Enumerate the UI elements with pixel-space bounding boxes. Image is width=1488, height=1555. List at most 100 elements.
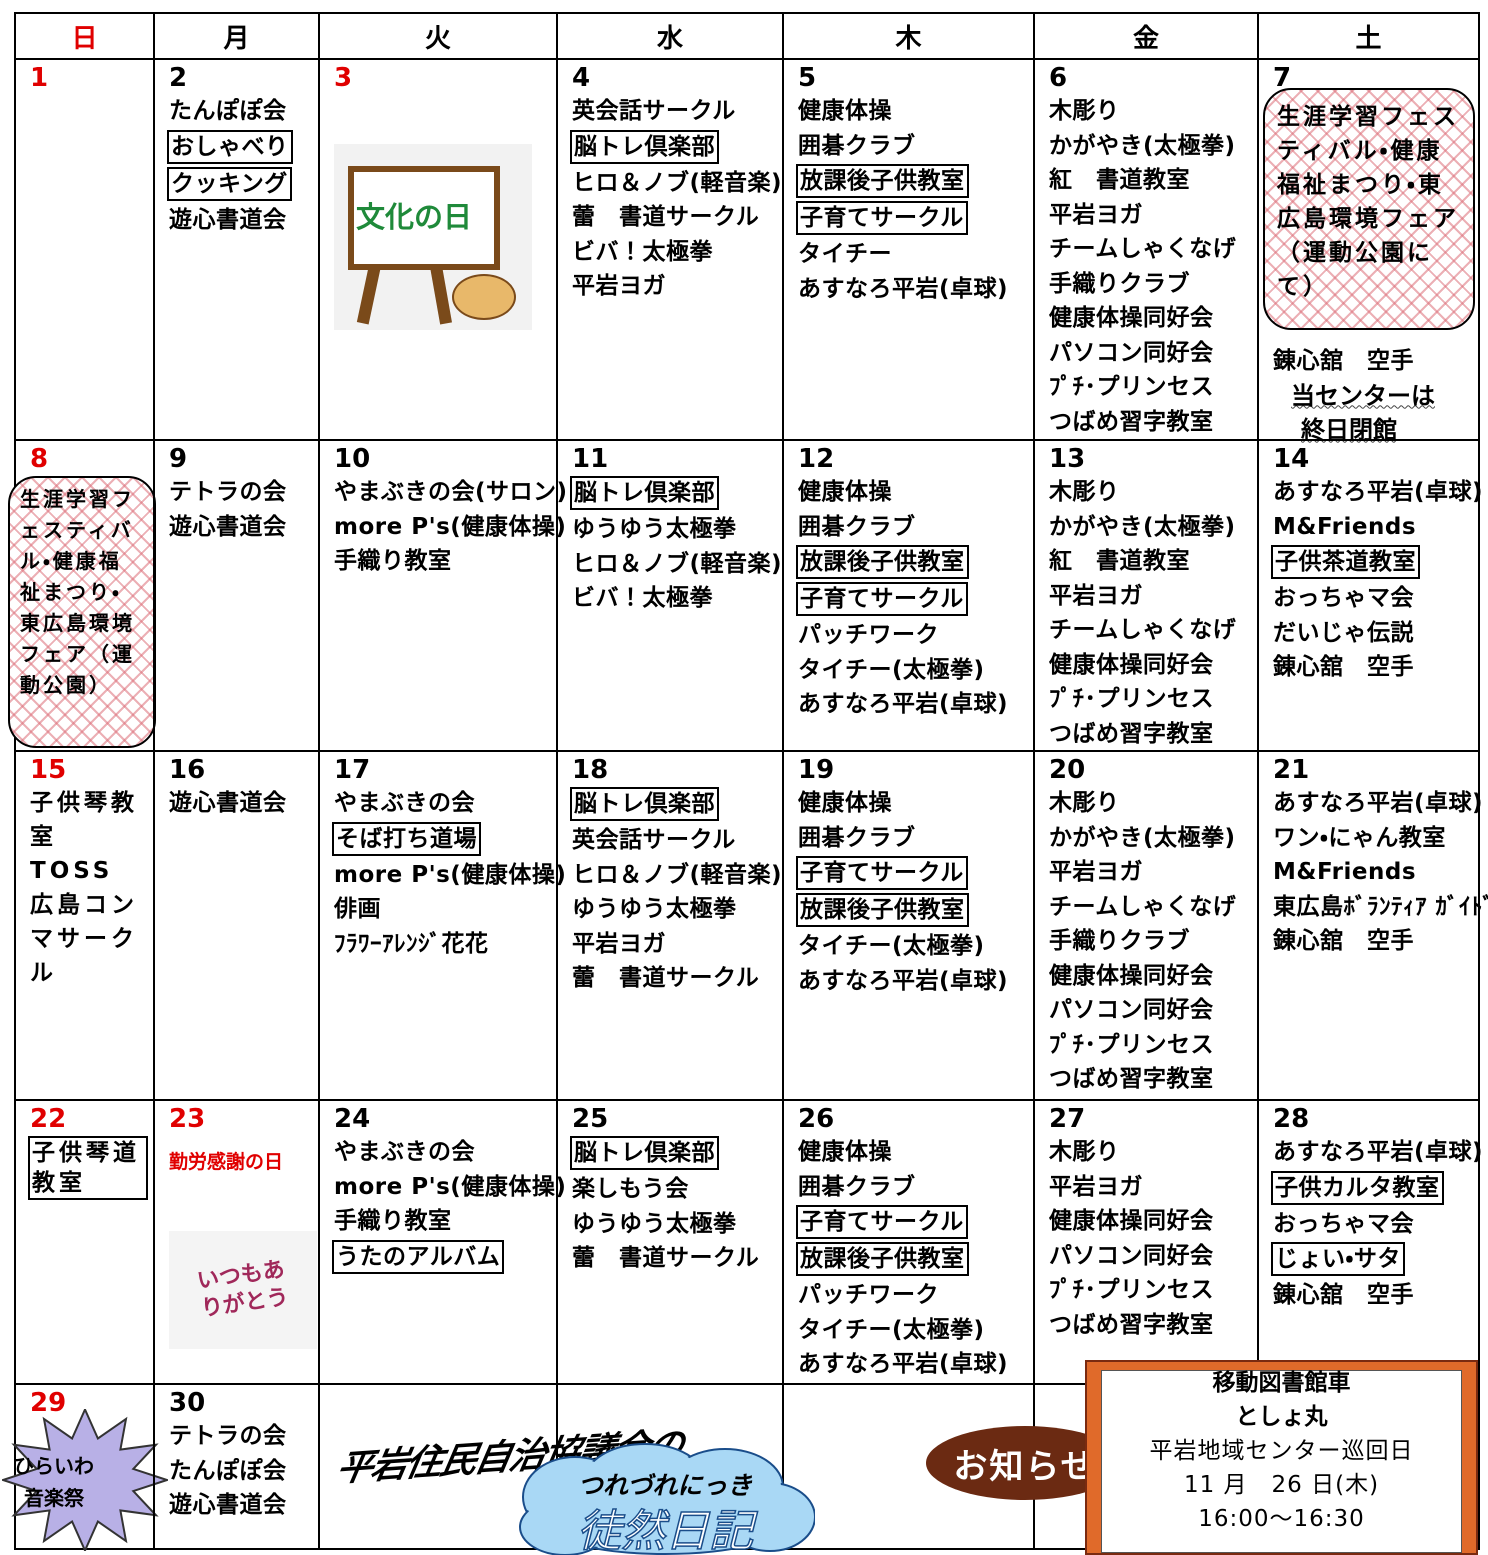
boxed-activity: 脳トレ倶楽部 xyxy=(570,1136,719,1170)
day-cell: 7 生涯学習フェスティバル・健康福祉まつり・東広島環境フェア（運動公園にて） 錬心舘… xyxy=(1257,58,1480,444)
activity: タイチー(太極拳) xyxy=(798,933,985,959)
day-cell: 25 脳トレ倶楽部 楽しもう会 ゆうゆう太極拳蕾 書道サークル xyxy=(556,1099,784,1385)
activity: 木彫り xyxy=(1049,1139,1120,1165)
boxed-activity: そば打ち道場 xyxy=(332,821,481,856)
holiday-name: 勤労感謝の日 xyxy=(169,1151,284,1173)
day-number: 23 xyxy=(169,1104,206,1134)
activity: 脳トレ倶楽部 xyxy=(570,786,778,823)
day-cell: 8 生涯学習フェスティバル・健康福祉まつり・東広島環境フェア（運動公園） xyxy=(8,439,156,752)
activity: タイチー xyxy=(798,241,892,267)
activity: 健康体操同好会 xyxy=(1049,1208,1214,1234)
day-number: 7 xyxy=(1273,63,1292,93)
day-number: 22 xyxy=(30,1104,67,1134)
day-cell: 24 やまぶきの会 more P's(健康体操) 手織り教室 うたのアルバム xyxy=(318,1099,567,1385)
activity: TOSS 広島コンマサークル xyxy=(30,858,141,986)
boxed-activity: 放課後子供教室 xyxy=(796,893,969,927)
day-number: 5 xyxy=(798,63,817,93)
activity: つばめ習字教室 xyxy=(1049,1066,1214,1092)
activity: 健康体操 xyxy=(798,790,892,816)
day-cell: 16 遊心書道会 xyxy=(153,750,320,1101)
day-number: 17 xyxy=(334,755,371,785)
activity: おしゃべり xyxy=(167,129,314,166)
event-box: 生涯学習フェスティバル・健康福祉まつり・東広島環境フェア（運動公園） xyxy=(8,476,156,748)
cloud-fill xyxy=(522,1501,608,1553)
activity: more P's(健康体操) xyxy=(334,861,567,888)
thanks-text: いつもありがとう xyxy=(195,1257,291,1322)
activity: 子育てサークル xyxy=(796,855,1029,892)
day-number: 6 xyxy=(1049,63,1068,93)
boxed-activity: 子育てサークル xyxy=(796,201,968,235)
activity: 平岩ヨガ xyxy=(572,273,666,299)
activity: 脳トレ倶楽部 xyxy=(570,129,778,166)
activity: 平岩ヨガ xyxy=(572,930,666,957)
activity: 子育てサークル xyxy=(796,1204,1029,1241)
activity: 東広島ﾎﾞﾗﾝﾃｨｱ ｶﾞｲﾄﾞの会 xyxy=(1273,893,1488,920)
day-number: 21 xyxy=(1273,755,1310,785)
activity: パソコン同好会 xyxy=(1049,1242,1214,1269)
day-cell: 5 健康体操 囲碁クラブ 放課後子供教室 子育てサークル タイチー あすなろ平岩(卓球) xyxy=(782,58,1035,441)
activity: やまぶきの会 xyxy=(334,790,475,816)
boxed-activity: 脳トレ倶楽部 xyxy=(570,129,719,164)
activity: たんぽぽ会 xyxy=(169,1457,287,1484)
activity: 脳トレ倶楽部 xyxy=(570,475,778,512)
activity: 囲碁クラブ xyxy=(798,824,916,851)
activity: 錬心舘 空手 xyxy=(1273,348,1414,374)
boxed-activity: 放課後子供教室 xyxy=(796,1242,969,1276)
activity: あすなろ平岩(卓球) xyxy=(798,691,1009,717)
boxed-activity: 脳トレ倶楽部 xyxy=(570,476,719,510)
activity: 手織りクラブ xyxy=(1049,928,1190,954)
activity: かがやき(太極拳) xyxy=(1049,132,1236,159)
activity: チームしゃくなげ xyxy=(1049,893,1237,920)
weekday-header: 水 xyxy=(556,12,784,60)
day-cell: 20 木彫り かがやき(太極拳) 平岩ヨガ チームしゃくなげ 手織りクラブ 健康体操同好会パ… xyxy=(1033,750,1259,1101)
day-number: 30 xyxy=(169,1388,206,1418)
day-number: 3 xyxy=(334,63,353,93)
activity: 放課後子供教室 xyxy=(796,544,1029,581)
activity: ﾌﾟﾁ･プリンセス xyxy=(1049,1277,1214,1303)
activity: かがやき(太極拳) xyxy=(1049,824,1236,851)
diary-title: 徒然日記 xyxy=(577,1506,758,1555)
activity: クッキング xyxy=(167,166,314,203)
activity: 平岩ヨガ xyxy=(1049,201,1143,228)
weekday-header: 金 xyxy=(1033,12,1259,60)
activity: 蕾 書道サークル xyxy=(572,204,760,230)
activity: 遊心書道会 xyxy=(169,206,287,233)
day-number: 1 xyxy=(30,63,49,93)
day-number: 24 xyxy=(334,1104,371,1134)
activity: パソコン同好会 xyxy=(1049,997,1214,1023)
activity: more P's(健康体操) xyxy=(334,513,567,540)
activity: ゆうゆう太極拳 xyxy=(572,896,737,922)
activity: 放課後子供教室 xyxy=(796,892,1029,929)
activity: 子育てサークル xyxy=(796,200,1029,237)
library-lines: 移動図書館車 としょ丸 平岩地域センター巡回日 11 月 26 日(木) 16:00～1… xyxy=(1101,1366,1462,1536)
easel-canvas xyxy=(348,166,500,270)
activity: つばめ習字教室 xyxy=(1049,408,1214,435)
day-number: 19 xyxy=(798,755,835,785)
activity: 木彫り xyxy=(1049,479,1120,505)
boxed-activity: 放課後子供教室 xyxy=(796,545,969,579)
activity: ヒロ＆ノブ(軽音楽) xyxy=(572,550,783,577)
day-number: 20 xyxy=(1049,755,1086,785)
event-box: 生涯学習フェスティバル・健康福祉まつり・東広島環境フェア（運動公園にて） xyxy=(1263,88,1475,330)
activity: つばめ習字教室 xyxy=(1049,720,1214,747)
boxed-activity: 子育てサークル xyxy=(796,1205,968,1239)
activity: 錬心舘 空手 xyxy=(1273,1282,1414,1308)
boxed-activity: 脳トレ倶楽部 xyxy=(570,787,719,821)
day-number: 2 xyxy=(169,63,188,93)
activity: 手織り教室 xyxy=(334,1208,452,1234)
activity: 遊心書道会 xyxy=(169,1492,287,1518)
day-cell: 2 たんぽぽ会 おしゃべり クッキング 遊心書道会 xyxy=(153,58,320,441)
activity: 平岩ヨガ xyxy=(1049,582,1143,609)
activity: ビバ！太極拳 xyxy=(572,238,713,265)
weekday-header: 火 xyxy=(318,12,558,60)
day-cell: 21 あすなろ平岩(卓球) ワン・にゃん教室 M&Friends 東広島ﾎﾞﾗﾝﾃｨｱ … xyxy=(1257,750,1488,1101)
activity: 健康体操同好会 xyxy=(1049,305,1214,331)
activity: more P's(健康体操) xyxy=(334,1173,567,1200)
activity: 囲碁クラブ xyxy=(798,1173,916,1200)
boxed-activity: 子育てサークル xyxy=(796,582,968,616)
culture-day-text: 文化の日 xyxy=(356,200,473,234)
activity: やまぶきの会(サロン) xyxy=(334,479,568,505)
day-cell: 4 英会話サークル 脳トレ倶楽部 ヒロ＆ノブ(軽音楽) 蕾 書道サークル ビバ！太極拳 平岩… xyxy=(556,58,784,441)
